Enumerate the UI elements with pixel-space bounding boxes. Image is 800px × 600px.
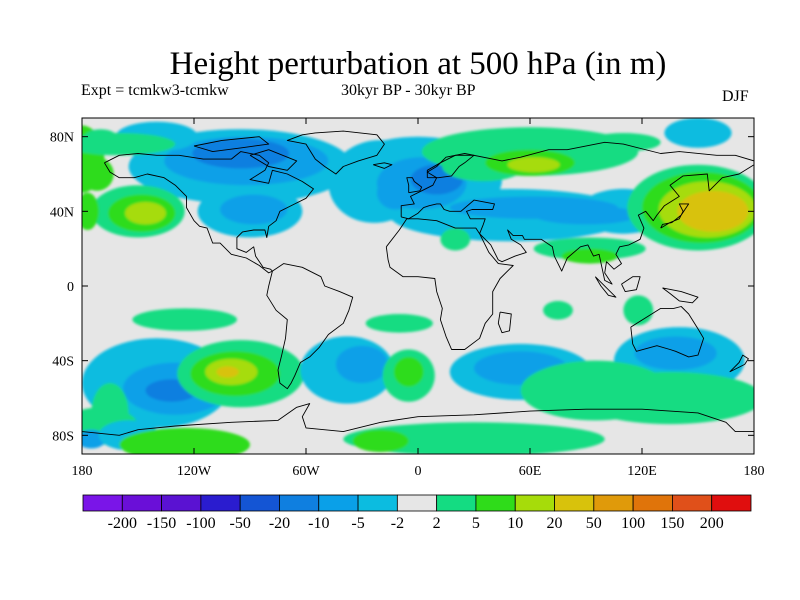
colorbar-label: -150 bbox=[147, 515, 176, 532]
x-tick-label: 180 bbox=[744, 464, 765, 479]
colorbar-swatch bbox=[121, 494, 162, 512]
colorbar-swatch bbox=[632, 494, 673, 512]
contour-region bbox=[82, 192, 99, 230]
contour-region bbox=[634, 336, 717, 371]
x-tick-label: 120E bbox=[627, 464, 657, 479]
colorbar-swatch bbox=[711, 494, 752, 512]
contour-region bbox=[132, 308, 237, 331]
contour-region bbox=[335, 345, 389, 384]
contour-region bbox=[192, 138, 290, 169]
contour-region bbox=[82, 157, 114, 191]
colorbar-label: 50 bbox=[586, 515, 602, 532]
sumatra-coast bbox=[594, 276, 617, 298]
colorbar-label: 2 bbox=[433, 515, 441, 532]
contour-region bbox=[393, 357, 424, 387]
new-guinea-coast bbox=[662, 287, 699, 304]
contour-region bbox=[220, 194, 288, 225]
antarctica-coast bbox=[82, 403, 754, 436]
x-tick-label: 60W bbox=[292, 464, 320, 479]
contour-region bbox=[125, 202, 166, 225]
contour-region bbox=[440, 228, 471, 251]
contour-region bbox=[543, 301, 573, 320]
scandinavia-coast bbox=[426, 154, 475, 179]
south-america-coast bbox=[266, 263, 354, 390]
north-america-coast bbox=[104, 151, 314, 274]
australia-coast bbox=[630, 306, 705, 358]
colorbar-swatch bbox=[318, 494, 359, 512]
x-tick-label: 120W bbox=[177, 464, 212, 479]
x-tick-label: 60E bbox=[519, 464, 542, 479]
y-tick-label: 80S bbox=[52, 429, 74, 444]
season-label: DJF bbox=[722, 88, 749, 105]
colorbar-label: 150 bbox=[660, 515, 684, 532]
iceland-coast bbox=[373, 162, 393, 169]
y-tick-label: 0 bbox=[67, 280, 74, 295]
colorbar-swatch bbox=[279, 494, 320, 512]
new-zealand-coast bbox=[729, 354, 749, 373]
colorbar-label: -50 bbox=[230, 515, 251, 532]
colorbar-swatch bbox=[396, 494, 438, 512]
greenland-coast bbox=[286, 130, 385, 175]
contour-region bbox=[216, 366, 239, 378]
colorbar-label: -20 bbox=[269, 515, 290, 532]
y-tick-label: 80N bbox=[50, 131, 74, 146]
colorbar-swatch bbox=[672, 494, 713, 512]
colorbar-label: -2 bbox=[391, 515, 404, 532]
contour-region bbox=[507, 157, 560, 173]
colorbar-swatch bbox=[554, 494, 595, 512]
japan-coast bbox=[660, 203, 690, 229]
contour-region bbox=[561, 248, 618, 264]
colorbar-label: -10 bbox=[308, 515, 329, 532]
y-tick-label: 40S bbox=[52, 355, 74, 370]
baffin-coast bbox=[249, 149, 298, 171]
x-tick-label: 0 bbox=[415, 464, 422, 479]
contour-region bbox=[623, 295, 654, 326]
madagascar-coast bbox=[497, 311, 512, 334]
colorbar-swatch bbox=[436, 494, 477, 512]
contour-region bbox=[664, 118, 732, 148]
colorbar-label: -100 bbox=[186, 515, 215, 532]
y-tick-label: 40N bbox=[50, 205, 74, 220]
colorbar-swatch bbox=[161, 494, 202, 512]
contour-region bbox=[365, 314, 433, 333]
britain-coast bbox=[406, 177, 423, 194]
africa-coast bbox=[385, 218, 514, 350]
colorbar-swatch bbox=[200, 494, 241, 512]
contour-region bbox=[119, 427, 250, 454]
contour-region bbox=[82, 132, 176, 156]
colorbar-label: 20 bbox=[547, 515, 563, 532]
contour-region bbox=[576, 371, 754, 425]
contour-region bbox=[352, 429, 409, 453]
colorbar-swatch bbox=[475, 494, 516, 512]
colorbar-label: 200 bbox=[700, 515, 724, 532]
colorbar-swatch bbox=[514, 494, 555, 512]
arctic-islands-coast bbox=[193, 136, 270, 153]
colorbar-label: -200 bbox=[108, 515, 137, 532]
contour-region bbox=[586, 133, 661, 152]
x-tick-label: 180 bbox=[72, 464, 93, 479]
period-label: 30kyr BP - 30kyr BP bbox=[341, 82, 476, 99]
borneo-coast bbox=[621, 276, 641, 293]
colorbar-label: 100 bbox=[621, 515, 645, 532]
colorbar-swatch bbox=[239, 494, 280, 512]
colorbar-swatch bbox=[82, 494, 123, 512]
colorbar-label: -5 bbox=[351, 515, 364, 532]
eurasia-coast bbox=[400, 141, 754, 285]
colorbar-swatch bbox=[593, 494, 634, 512]
colorbar-swatch bbox=[357, 494, 398, 512]
colorbar-label: 5 bbox=[472, 515, 480, 532]
colorbar-label: 10 bbox=[507, 515, 523, 532]
chart-title: Height perturbation at 500 hPa (in m) bbox=[169, 46, 667, 82]
contour-region bbox=[343, 422, 605, 454]
contour-region bbox=[533, 205, 639, 225]
contour-region bbox=[677, 190, 749, 232]
experiment-label: Expt = tcmkw3-tcmkw bbox=[81, 82, 229, 99]
contour-region bbox=[376, 175, 415, 210]
